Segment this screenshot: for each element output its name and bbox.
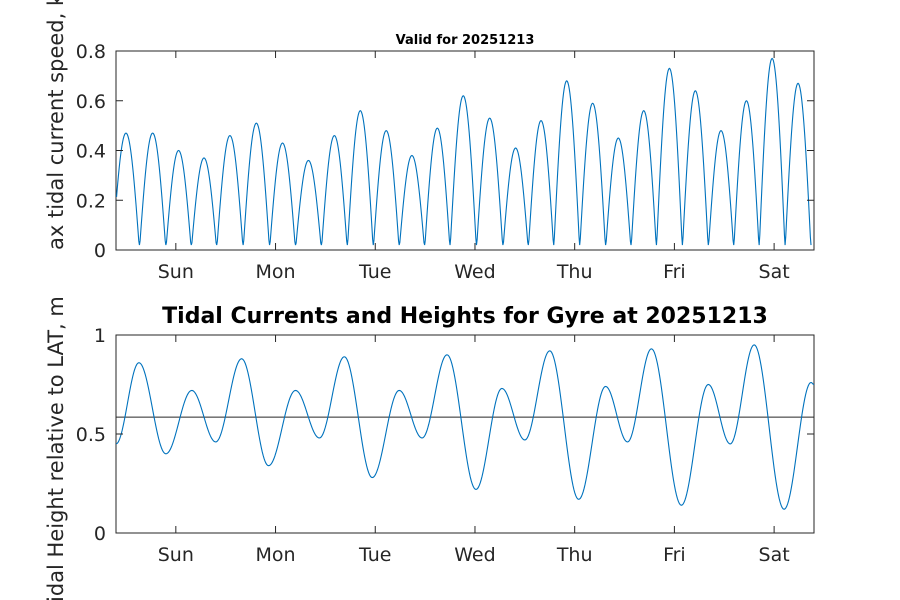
tidal-height-series-layer xyxy=(115,344,815,510)
xtick-label: Sat xyxy=(759,261,790,283)
ytick-label: 0.6 xyxy=(76,91,106,113)
ytick-label: 1 xyxy=(94,325,106,347)
current-speed-tick-layer: 0 0.2 0.4 0.6 0.8 Sun Mon Tue Wed Thu Fri Sat xyxy=(76,41,814,283)
xtick-label: Mon xyxy=(256,261,296,283)
xtick-label: Wed xyxy=(454,544,495,566)
tidal-height-tick-layer: 0 0.5 1 Sun Mon Tue Wed Thu Fri Sat xyxy=(76,325,814,566)
current-speed-line xyxy=(116,57,812,246)
ytick-label: 0.2 xyxy=(76,190,106,212)
ytick-label: 0.5 xyxy=(76,424,106,446)
xtick-label: Sun xyxy=(158,544,194,566)
ytick-label: 0 xyxy=(94,523,106,545)
tidal-height-line xyxy=(115,344,815,510)
xtick-label: Thu xyxy=(556,544,593,566)
ytick-label: 0.8 xyxy=(76,41,106,63)
current-speed-plot-area xyxy=(115,50,815,251)
tidal-height-ylabel: idal Height relative to LAT, m xyxy=(44,296,68,600)
current-speed-ylabel: ax tidal current speed, kn xyxy=(44,0,68,250)
xtick-label: Thu xyxy=(556,261,593,283)
tidal-height-axes: 0 0.5 1 Sun Mon Tue Wed Thu Fri Sat Tidal Current… xyxy=(76,304,815,566)
xtick-label: Tue xyxy=(358,544,391,566)
current-speed-series-layer xyxy=(116,57,812,246)
tidal-height-plot-area xyxy=(115,334,815,534)
ytick-label: 0.4 xyxy=(76,141,106,163)
xtick-label: Tue xyxy=(358,261,391,283)
tidal-height-title: Tidal Currents and Heights for Gyre at 2… xyxy=(162,304,768,329)
xtick-label: Sat xyxy=(759,544,790,566)
xtick-label: Mon xyxy=(256,544,296,566)
xtick-label: Wed xyxy=(454,261,495,283)
xtick-label: Sun xyxy=(158,261,194,283)
xtick-label: Fri xyxy=(663,544,686,566)
current-speed-title: Valid for 20251213 xyxy=(396,33,535,48)
xtick-label: Fri xyxy=(663,261,686,283)
current-speed-axes: 0 0.2 0.4 0.6 0.8 Sun Mon Tue Wed Thu Fri Sat Valid… xyxy=(76,33,815,283)
ytick-label: 0 xyxy=(94,240,106,262)
